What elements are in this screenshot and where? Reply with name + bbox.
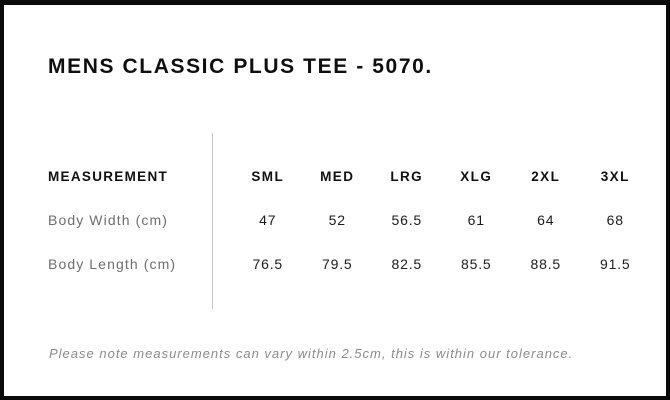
body-width-lrg: 56.5 bbox=[391, 212, 422, 228]
size-chart-table: MEASUREMENT SML MED LRG XLG 2XL 3XL Body… bbox=[48, 154, 650, 286]
column-header-lrg: LRG bbox=[390, 168, 424, 184]
table-vertical-divider bbox=[212, 133, 213, 309]
column-header-med: MED bbox=[320, 168, 355, 184]
body-length-sml: 76.5 bbox=[252, 256, 283, 272]
column-header-2xl: 2XL bbox=[531, 168, 561, 184]
body-width-med: 52 bbox=[328, 212, 346, 228]
column-header-xlg: XLG bbox=[460, 168, 493, 184]
body-length-xlg: 85.5 bbox=[461, 256, 492, 272]
body-length-3xl: 91.5 bbox=[600, 256, 631, 272]
body-width-sml: 47 bbox=[259, 212, 277, 228]
row-label-body-length: Body Length (cm) bbox=[48, 256, 177, 272]
body-width-3xl: 68 bbox=[606, 212, 624, 228]
body-length-2xl: 88.5 bbox=[530, 256, 561, 272]
body-length-lrg: 82.5 bbox=[391, 256, 422, 272]
product-title: MENS CLASSIC PLUS TEE - 5070. bbox=[48, 55, 433, 78]
body-width-2xl: 64 bbox=[537, 212, 555, 228]
row-label-body-width: Body Width (cm) bbox=[48, 212, 168, 228]
tolerance-note: Please note measurements can vary within… bbox=[49, 346, 574, 361]
column-header-3xl: 3XL bbox=[600, 168, 630, 184]
column-header-measurement: MEASUREMENT bbox=[48, 168, 169, 184]
body-width-xlg: 61 bbox=[467, 212, 485, 228]
body-length-med: 79.5 bbox=[322, 256, 353, 272]
column-header-sml: SML bbox=[251, 168, 285, 184]
